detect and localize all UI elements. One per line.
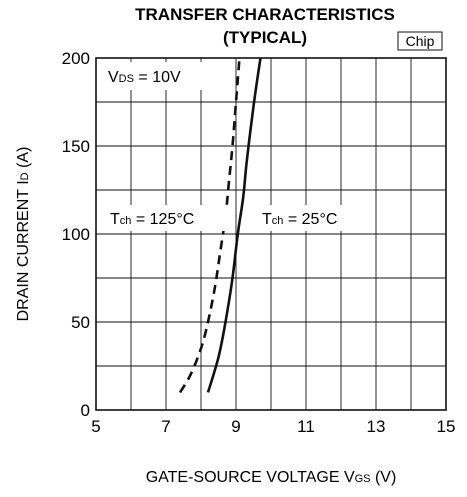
x-tick-label: 7	[161, 417, 170, 436]
vds-annotation-bg	[101, 62, 203, 90]
y-tick-label: 150	[62, 137, 90, 156]
chip-badge-box	[397, 31, 443, 51]
x-axis-label: GATE-SOURCE VOLTAGE VGS (V)	[146, 469, 397, 486]
tch25-annotation-bg	[257, 205, 361, 231]
tch125-annotation: Tch = 125°C	[110, 211, 194, 228]
y-tick-label: 50	[71, 313, 90, 332]
plot-frame	[95, 57, 447, 411]
x-tick-label: 9	[231, 417, 240, 436]
x-tick-label: 11	[297, 417, 315, 436]
chart-title-line1: TRANSFER CHARACTERISTICS	[135, 5, 395, 24]
y-axis-label: DRAIN CURRENT ID (A)	[15, 147, 32, 322]
tch25-annotation: Tch = 25°C	[262, 211, 337, 228]
grid	[96, 58, 446, 410]
y-tick-label: 0	[81, 401, 90, 420]
y-tick-label: 200	[62, 49, 90, 68]
curve-tch-25c	[206, 57, 262, 393]
tch125-annotation-bg	[106, 205, 230, 231]
curves	[178, 57, 262, 394]
x-tick-label: 15	[437, 417, 456, 436]
x-tick-label: 5	[91, 417, 100, 436]
chart-title-line2: (TYPICAL)	[223, 28, 307, 47]
y-tick-label: 100	[62, 225, 90, 244]
x-tick-label: 13	[367, 417, 386, 436]
vds-annotation: VDS = 10V	[108, 69, 181, 86]
chip-badge: Chip	[406, 33, 435, 49]
